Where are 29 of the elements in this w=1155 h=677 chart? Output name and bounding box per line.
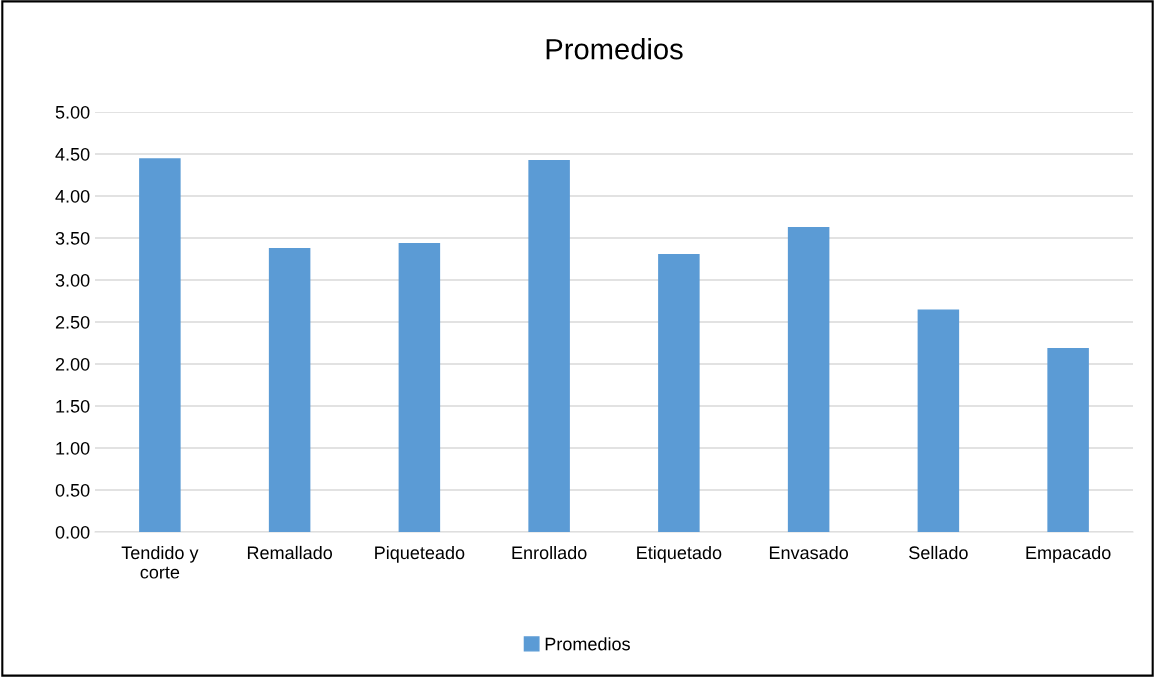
y-tick-label: 2.00	[55, 357, 90, 371]
x-tick-label: Remallado	[247, 545, 333, 560]
bar	[398, 243, 441, 532]
bar	[658, 253, 700, 532]
y-tick-label: 0.00	[55, 525, 90, 539]
y-tick-label: 1.50	[56, 399, 90, 413]
y-tick-label: 3.00	[55, 273, 90, 287]
x-tick-label: Etiquetado	[637, 545, 722, 563]
y-tick-label: 4.00	[55, 189, 90, 203]
x-tick-label: Tendido y corte	[121, 545, 199, 579]
x-tick-label: Piqueteado	[375, 545, 465, 563]
y-tick-label: 0.50	[55, 483, 90, 497]
bar	[528, 159, 570, 532]
y-tick-label: 1.00	[56, 441, 90, 455]
x-tick-label: Enrollado	[512, 545, 587, 560]
legend-label: Promedios	[545, 637, 630, 651]
x-tick-label: Envasado	[769, 545, 849, 560]
y-tick-label: 4.50	[55, 147, 90, 161]
bar	[1047, 348, 1089, 532]
y-tick-label: 2.50	[55, 315, 90, 329]
bar	[139, 158, 181, 532]
bar	[268, 248, 311, 532]
y-tick-label: 3.50	[55, 231, 90, 245]
bar	[787, 227, 830, 532]
x-tick-label: Sellado	[909, 545, 968, 560]
bar	[917, 309, 960, 532]
y-tick-label: 5.00	[55, 105, 90, 119]
x-tick-label: Empacado	[1026, 545, 1111, 563]
chart-title: Promedios	[546, 38, 683, 60]
